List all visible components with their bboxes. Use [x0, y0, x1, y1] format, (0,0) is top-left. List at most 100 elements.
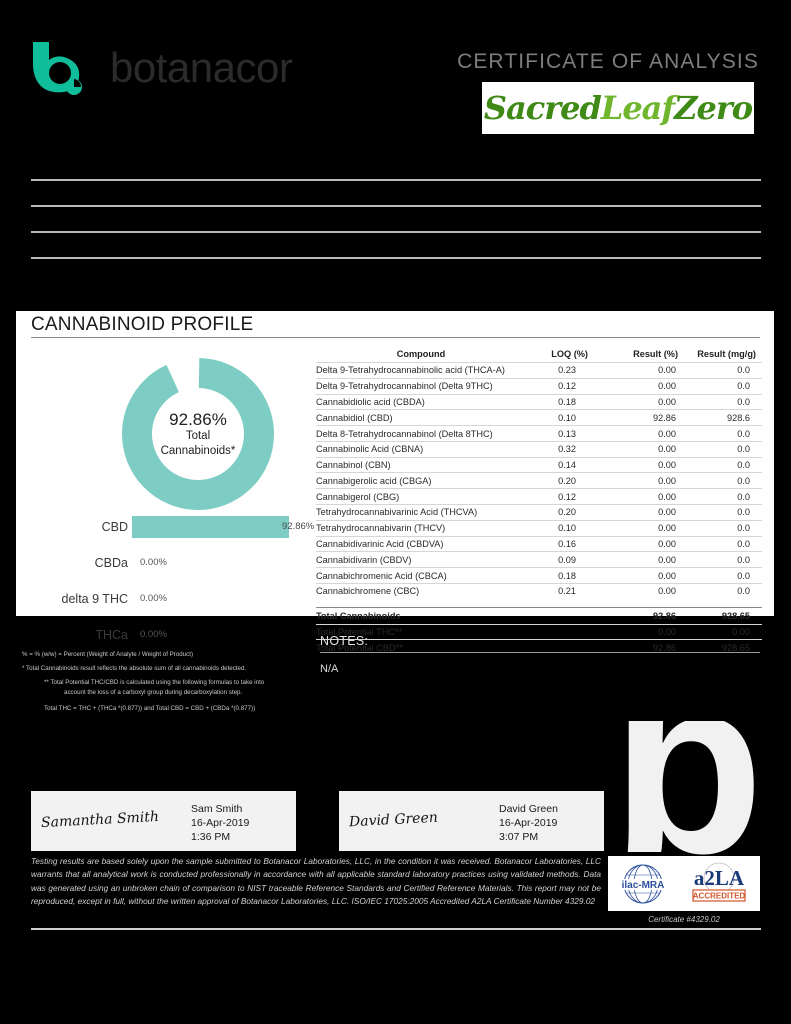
info-rule-2 [31, 205, 761, 207]
product-logo-text: SacredLeafZero [484, 89, 753, 127]
cell-result-pct: 0.00 [598, 519, 686, 537]
table-row: Cannabinolic Acid (CBNA) 0.32 0.00 0.0 [316, 440, 762, 458]
cell-result-mgg: 0.0 [686, 393, 762, 410]
donut-label-line1: Total [185, 430, 211, 443]
signature-block-reviewer: David Green David Green 16-Apr-2019 3:07… [339, 791, 604, 851]
cell-result-mgg: 0.0 [686, 425, 762, 442]
cell-loq: 0.21 [526, 582, 598, 599]
notes-label: NOTES: [320, 634, 369, 648]
table-total-row: Total Potential THC** 0.00 0.00 [316, 623, 762, 640]
cell-result-pct: 0.00 [598, 425, 686, 442]
section-divider [31, 337, 760, 338]
cell-compound: Cannabigerol (CBG) [316, 488, 526, 505]
cell-total-label: Total Potential THC** [316, 623, 526, 640]
svg-text:ilac-MRA: ilac-MRA [621, 880, 664, 891]
cell-loq: 0.12 [526, 488, 598, 505]
signature-time: 1:36 PM [191, 830, 231, 843]
info-rule-1 [31, 179, 761, 181]
cell-result-pct: 92.86 [598, 409, 686, 426]
footnote-line-3: ** Total Potential THC/CBD is calculated… [44, 679, 265, 687]
legal-disclaimer: Testing results are based solely upon th… [31, 856, 601, 907]
cell-result-pct: 0.00 [598, 504, 686, 521]
cell-result-mgg: 0.0 [686, 535, 762, 552]
signature-name: David Green [499, 803, 558, 815]
table-body: Delta 9-Tetrahydrocannabinolic acid (THC… [316, 362, 762, 656]
accreditation-logos: ilac-MRA a2LA ACCREDITED [608, 856, 760, 911]
footnote-line-2: * Total Cannabinoids result reflects the… [22, 664, 247, 672]
info-rule-3 [31, 231, 761, 233]
col-header-loq: LOQ (%) [551, 349, 588, 359]
cell-loq: 0.10 [526, 409, 598, 426]
cell-result-mgg: 928.6 [686, 409, 762, 426]
cell-compound: Tetrahydrocannabivarin (THCV) [316, 519, 526, 537]
cell-result-pct: 0.00 [598, 567, 686, 584]
cell-compound: Cannabidiol (CBD) [316, 409, 526, 426]
cell-loq: 0.13 [526, 425, 598, 442]
cell-result-mgg: 0.0 [686, 456, 762, 473]
table-header-row: Compound LOQ (%) Result (%) Result (mg/g… [316, 348, 762, 363]
signature-date: 16-Apr-2019 [191, 816, 250, 829]
total-cannabinoids-donut-chart: 92.86% Total Cannabinoids* [122, 358, 274, 510]
cell-result-pct: 0.00 [598, 488, 686, 505]
cell-result-mgg: 0.0 [686, 472, 762, 489]
bar-row: CBDa 0.00% [20, 552, 320, 588]
cell-loq: 0.14 [526, 456, 598, 473]
accreditation-certificate-number: Certificate #4329.02 [648, 915, 720, 924]
ilac-mra-icon: ilac-MRA [612, 862, 674, 906]
bar-value: 0.00% [140, 629, 167, 640]
cell-compound: Cannabigerolic acid (CBGA) [316, 472, 526, 489]
cell-compound: Tetrahydrocannabivarinic Acid (THCVA) [316, 504, 526, 521]
cell-compound: Cannabichromenic Acid (CBCA) [316, 567, 526, 584]
cannabinoid-bar-chart: CBD 92.86% CBDa 0.00% delta 9 THC 0.00% … [20, 516, 320, 660]
page-title: CERTIFICATE OF ANALYSIS [457, 50, 759, 73]
cell-result-pct: 0.00 [598, 440, 686, 458]
cell-loq [526, 607, 598, 625]
bar-row: CBD 92.86% [20, 516, 320, 552]
table-row: Cannabichromene (CBC) 0.21 0.00 0.0 [316, 582, 762, 599]
cannabinoid-results-table: Compound LOQ (%) Result (%) Result (mg/g… [316, 348, 762, 656]
cell-result-mgg: 0.0 [686, 362, 762, 379]
bar-label: CBD [101, 520, 128, 534]
cell-compound: Cannabidiolic acid (CBDA) [316, 393, 526, 410]
table-row: Cannabidivarinic Acid (CBDVA) 0.16 0.00 0.0 [316, 535, 762, 552]
cell-result-pct: 0.00 [598, 362, 686, 379]
product-logo-part3: Zero [674, 89, 753, 127]
cell-result-mgg: 0.0 [686, 504, 762, 521]
cell-compound: Cannabichromene (CBC) [316, 582, 526, 599]
footer-divider [31, 928, 761, 930]
cell-loq: 0.18 [526, 393, 598, 410]
cell-loq: 0.16 [526, 535, 598, 552]
cell-total-pct: 92.86 [598, 607, 686, 625]
cell-compound: Cannabidivarinic Acid (CBDVA) [316, 535, 526, 552]
cell-loq: 0.18 [526, 567, 598, 584]
notes-divider [320, 652, 760, 653]
cell-loq: 0.32 [526, 440, 598, 458]
signature-meta: Sam Smith 16-Apr-2019 1:36 PM [191, 803, 249, 845]
bar-value: 0.00% [140, 557, 167, 568]
donut-center-label: 92.86% Total Cannabinoids* [122, 358, 274, 510]
cell-total-pct: 92.86 [598, 639, 686, 656]
cell-total-label: Total Cannabinoids [316, 607, 526, 625]
bar-value: 0.00% [140, 593, 167, 604]
cell-loq: 0.20 [526, 472, 598, 489]
cell-compound: Delta 9-Tetrahydrocannabinol (Delta 9THC… [316, 377, 526, 395]
cell-total-mgg: 928.65 [686, 607, 762, 625]
cell-loq [526, 639, 598, 656]
signature-meta: David Green 16-Apr-2019 3:07 PM [499, 803, 558, 845]
cell-result-mgg: 0.0 [686, 377, 762, 395]
cell-result-pct: 0.00 [598, 535, 686, 552]
donut-label-line2: Cannabinoids* [160, 444, 236, 457]
bar-fill [132, 516, 289, 538]
svg-text:a2LA: a2LA [693, 866, 744, 890]
cell-total-mgg: 928.65 [686, 639, 762, 656]
table-row: Delta 8-Tetrahydrocannabinol (Delta 8THC… [316, 425, 762, 442]
footnotes: % = % (w/w) = Percent (Weight of Analyte… [22, 650, 312, 714]
signature-block-analyst: Samantha Smith Sam Smith 16-Apr-2019 1:3… [31, 791, 296, 851]
table-row: Cannabidiolic acid (CBDA) 0.18 0.00 0.0 [316, 393, 762, 410]
cell-compound: Delta 8-Tetrahydrocannabinol (Delta 8THC… [316, 425, 526, 442]
signature-date: 16-Apr-2019 [499, 816, 558, 829]
bar-label: CBDa [94, 556, 128, 570]
footnote-line-1: % = % (w/w) = Percent (Weight of Analyte… [22, 651, 194, 658]
cell-total-label: Total Potential CBD** [316, 639, 526, 656]
